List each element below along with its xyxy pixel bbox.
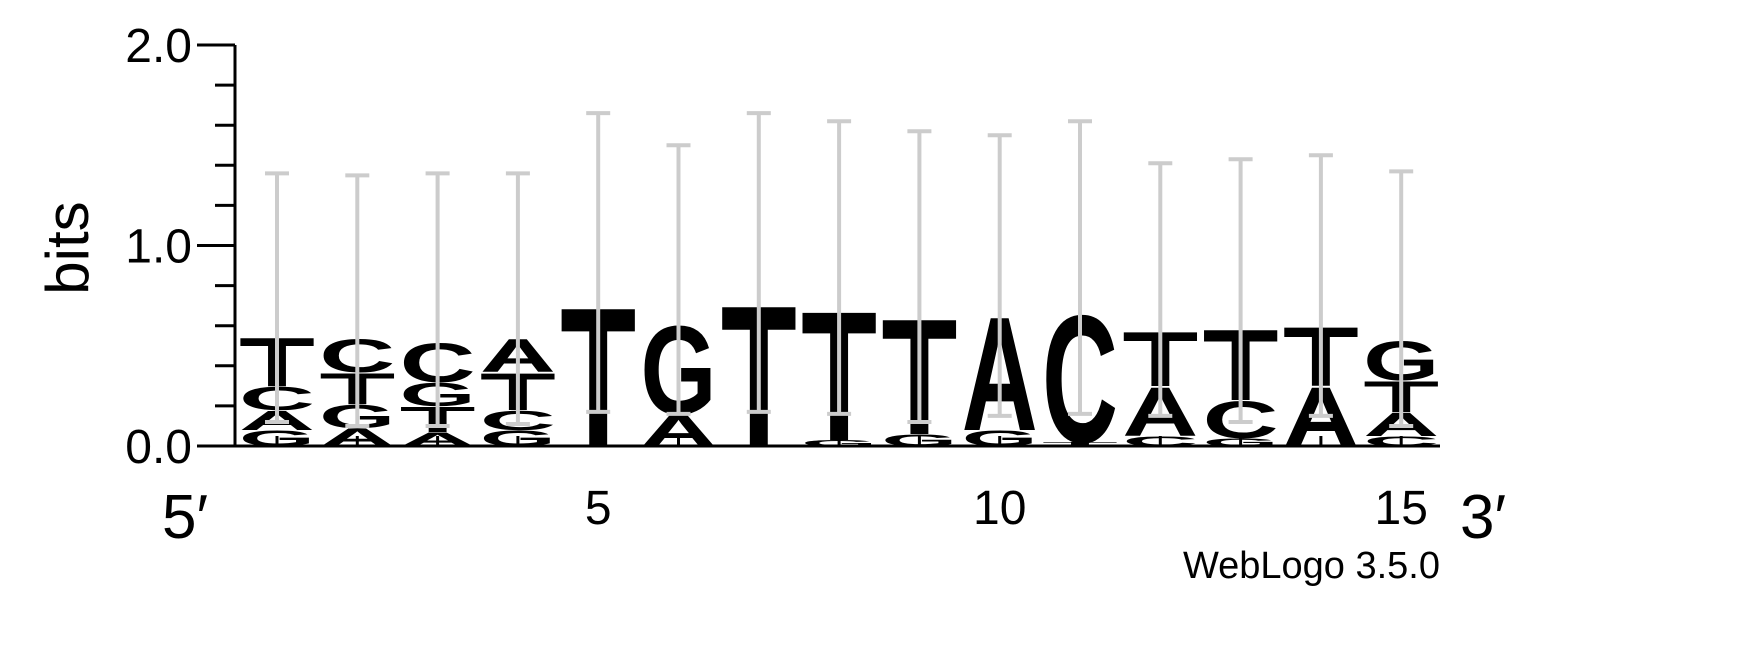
y-tick-label: 2.0: [125, 20, 192, 73]
error-bars: [265, 111, 1414, 428]
three-prime-label: 3′: [1460, 483, 1506, 552]
x-tick-label: 15: [1375, 482, 1428, 535]
y-ticks: 0.0 1.0 2.0: [125, 20, 235, 474]
y-tick-label: 0.0: [125, 421, 192, 474]
x-tick-label: 5: [585, 482, 612, 535]
x-ticks: 5 10 15: [275, 436, 1428, 535]
weblogo-version-footer: WebLogo 3.5.0: [1183, 545, 1440, 587]
five-prime-label: 5′: [162, 483, 208, 552]
x-tick-label: 10: [973, 482, 1026, 535]
y-tick-label: 1.0: [125, 221, 192, 274]
y-axis-label: bits: [34, 201, 101, 294]
